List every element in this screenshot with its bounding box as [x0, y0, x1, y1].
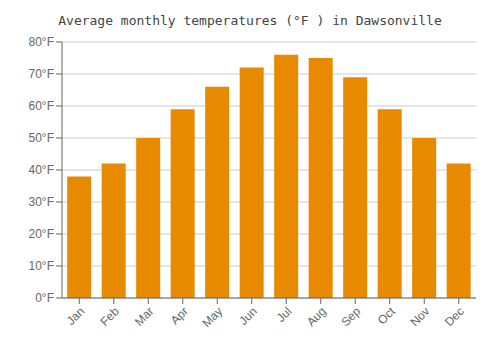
svg-text:80°F: 80°F — [29, 35, 54, 49]
svg-text:Apr: Apr — [168, 304, 191, 327]
svg-text:70°F: 70°F — [29, 67, 54, 81]
svg-text:0°F: 0°F — [35, 291, 54, 305]
svg-text:Mar: Mar — [132, 304, 157, 329]
svg-text:Nov: Nov — [407, 304, 432, 329]
svg-text:Aug: Aug — [304, 304, 329, 329]
svg-text:Jul: Jul — [274, 304, 295, 325]
svg-text:Dec: Dec — [442, 304, 467, 329]
svg-text:60°F: 60°F — [29, 99, 54, 113]
svg-text:10°F: 10°F — [29, 259, 54, 273]
svg-text:50°F: 50°F — [29, 131, 54, 145]
svg-text:20°F: 20°F — [29, 227, 54, 241]
svg-text:40°F: 40°F — [29, 163, 54, 177]
html-text:Average monthly temperatures (: Average monthly temperatures (°F ) in Da… — [58, 13, 442, 28]
svg-text:Feb: Feb — [97, 304, 122, 329]
svg-text:May: May — [199, 304, 225, 330]
svg-text:Oct: Oct — [375, 304, 399, 328]
svg-text:30°F: 30°F — [29, 195, 54, 209]
svg-text:Jun: Jun — [236, 304, 260, 328]
svg-text:Sep: Sep — [338, 304, 363, 329]
svg-text:Jan: Jan — [64, 304, 88, 328]
